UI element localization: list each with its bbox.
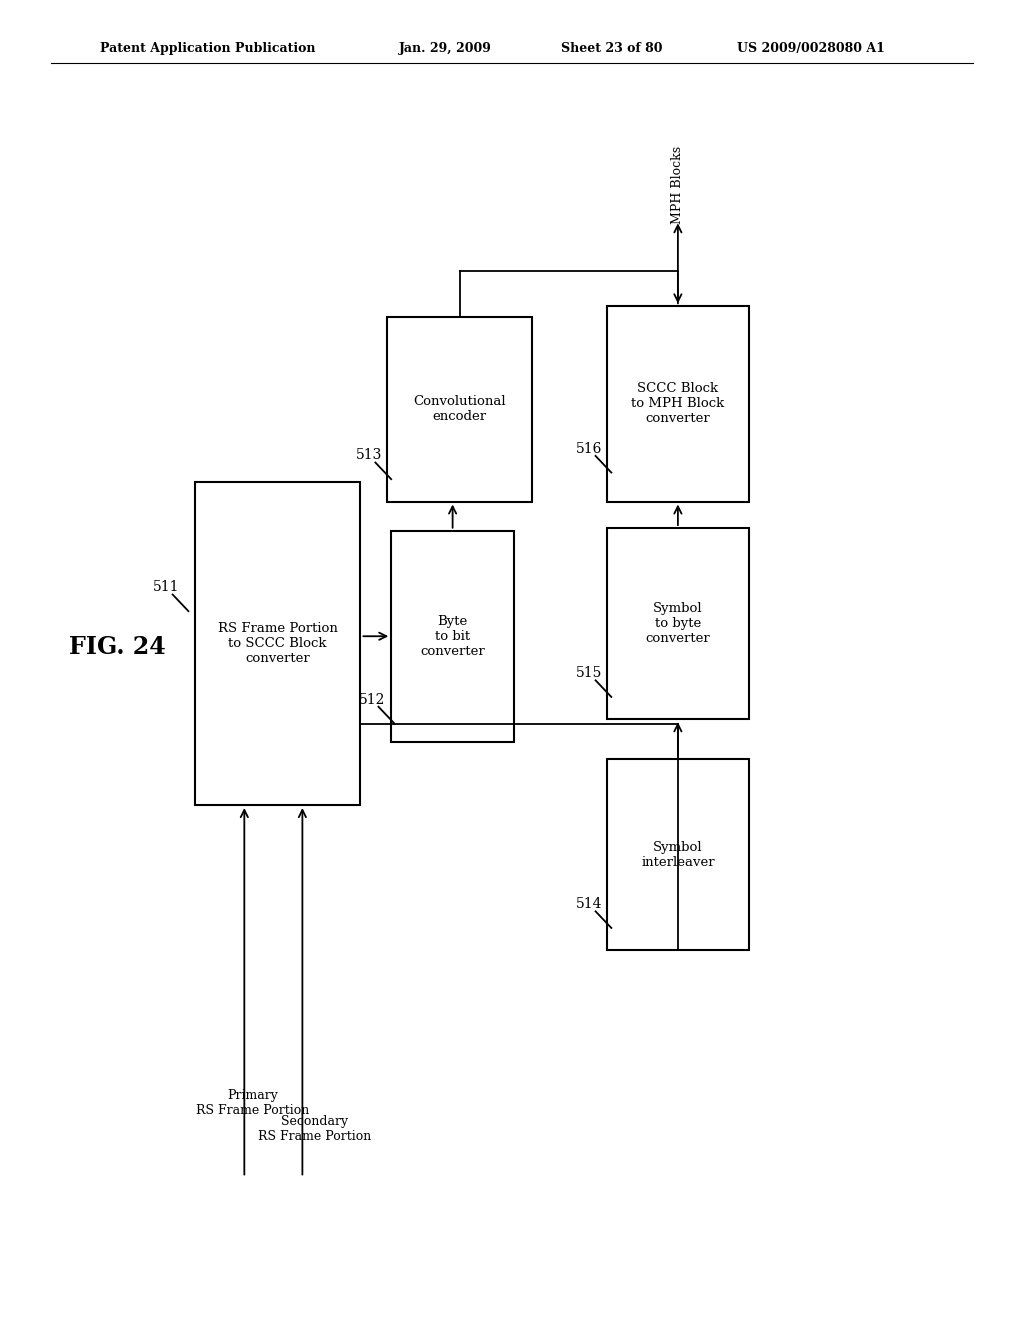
Text: Symbol
to byte
converter: Symbol to byte converter <box>645 602 711 645</box>
Text: SCCC Block
to MPH Block
converter: SCCC Block to MPH Block converter <box>631 383 725 425</box>
Text: 511: 511 <box>153 581 179 594</box>
Bar <box>387 317 532 502</box>
Bar <box>391 531 514 742</box>
Text: US 2009/0028080 A1: US 2009/0028080 A1 <box>737 42 885 55</box>
Bar <box>195 482 360 805</box>
Text: Patent Application Publication: Patent Application Publication <box>100 42 315 55</box>
Text: 513: 513 <box>355 449 382 462</box>
Text: 514: 514 <box>575 898 602 911</box>
Bar <box>607 759 749 950</box>
Bar <box>607 528 749 719</box>
Text: Convolutional
encoder: Convolutional encoder <box>414 395 506 424</box>
Text: Sheet 23 of 80: Sheet 23 of 80 <box>561 42 663 55</box>
Text: Jan. 29, 2009: Jan. 29, 2009 <box>399 42 493 55</box>
Text: RS Frame Portion
to SCCC Block
converter: RS Frame Portion to SCCC Block converter <box>217 622 338 665</box>
Text: MPH Blocks: MPH Blocks <box>672 147 684 224</box>
Text: 515: 515 <box>575 667 602 680</box>
Text: 516: 516 <box>575 442 602 455</box>
Text: FIG. 24: FIG. 24 <box>70 635 166 659</box>
Bar <box>607 306 749 502</box>
Text: Primary
RS Frame Portion: Primary RS Frame Portion <box>197 1089 309 1117</box>
Text: Secondary
RS Frame Portion: Secondary RS Frame Portion <box>258 1115 371 1143</box>
Text: Symbol
interleaver: Symbol interleaver <box>641 841 715 869</box>
Text: 512: 512 <box>358 693 385 706</box>
Text: Byte
to bit
converter: Byte to bit converter <box>420 615 485 657</box>
